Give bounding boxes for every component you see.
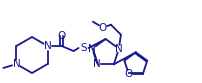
Text: S: S [80,43,87,53]
Text: O: O [57,31,66,41]
Text: O: O [99,23,107,33]
Text: N: N [44,41,52,51]
Text: N: N [94,59,101,69]
Text: N: N [13,59,20,69]
Text: O: O [125,69,133,79]
Text: N: N [115,44,123,54]
Text: N: N [88,44,96,54]
